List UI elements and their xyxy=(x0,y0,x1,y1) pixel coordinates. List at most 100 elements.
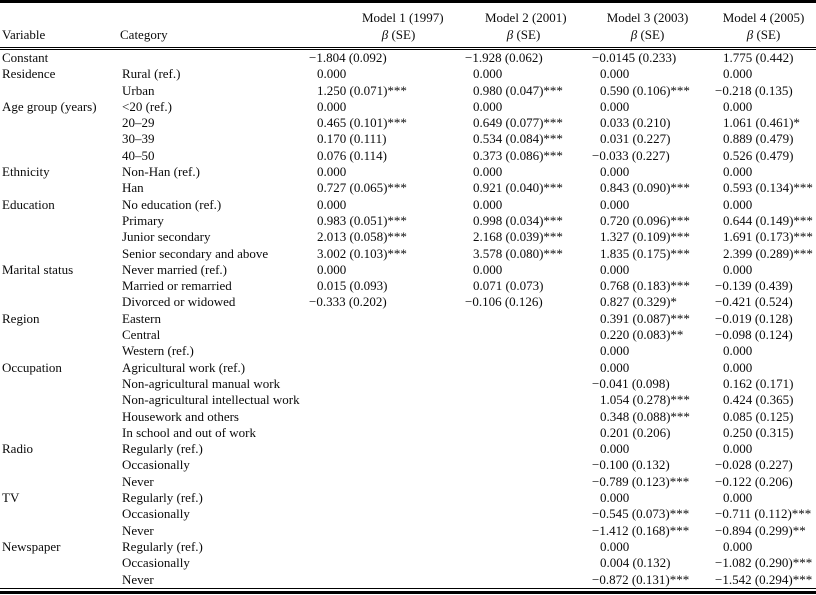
cell-model3: 1.327 (0.109)*** xyxy=(600,229,690,245)
cell-model4: −0.139 (0.439) xyxy=(715,278,793,294)
cell-model4: 0.000 xyxy=(723,359,753,375)
row-variable xyxy=(0,392,120,408)
table-row: 20–29 0.465 (0.101)*** 0.649 (0.077)*** 0.0… xyxy=(0,115,816,131)
column-header-model3: Model 3 (2003) β (SE) xyxy=(562,1,689,50)
cell-model4: 1.061 (0.461)* xyxy=(723,115,800,131)
cell-model2 xyxy=(435,555,562,571)
cell-model2: 0.071 (0.073) xyxy=(473,278,544,294)
cell-model4: 0.000 xyxy=(723,441,753,457)
table-row: Central 0.220 (0.083)** −0.098 (0.124) xyxy=(0,327,816,343)
cell-model4: 0.889 (0.479) xyxy=(723,131,794,147)
cell-model3: 0.033 (0.210) xyxy=(600,115,671,131)
row-category: No education (ref.) xyxy=(122,196,222,212)
row-variable xyxy=(0,327,120,343)
row-variable xyxy=(0,229,120,245)
model4-title: Model 4 (2005) xyxy=(722,10,805,25)
cell-model1: 0.000 xyxy=(317,66,347,82)
cell-model1: 0.000 xyxy=(317,196,347,212)
cell-model1: 0.170 (0.111) xyxy=(317,131,387,147)
row-category: Occasionally xyxy=(122,506,190,522)
cell-model1 xyxy=(308,409,435,425)
cell-model3: −1.412 (0.168)*** xyxy=(592,522,690,538)
row-category: Regularly (ref.) xyxy=(122,490,203,506)
row-category: Urban xyxy=(122,82,155,98)
cell-model2 xyxy=(435,425,562,441)
table-row: Western (ref.) 0.000 0.000 xyxy=(0,343,816,359)
cell-model3: −0.033 (0.227) xyxy=(592,147,670,163)
cell-model3: −0.0145 (0.233) xyxy=(592,50,677,65)
column-header-model2: Model 2 (2001) β (SE) xyxy=(435,1,567,50)
cell-model3: 0.000 xyxy=(600,359,630,375)
row-variable xyxy=(0,523,120,539)
row-category: Never xyxy=(122,522,154,538)
cell-model1: 0.000 xyxy=(317,164,347,180)
table-row: Occasionally −0.545 (0.073)*** −0.711 (0.1… xyxy=(0,506,816,522)
column-header-category: Category xyxy=(120,1,308,50)
row-category: Central xyxy=(122,327,161,343)
cell-model3: 0.720 (0.096)*** xyxy=(600,212,690,228)
cell-model1: 0.000 xyxy=(317,98,347,114)
model4-subtitle: β (SE) xyxy=(711,26,816,43)
table-row: Never −0.872 (0.131)*** −1.542 (0.294)*** xyxy=(0,572,816,589)
row-variable xyxy=(0,246,120,262)
cell-model4: 0.162 (0.171) xyxy=(723,375,794,391)
beta-symbol: β xyxy=(506,27,514,42)
cell-model4: 0.000 xyxy=(723,196,753,212)
row-variable xyxy=(0,180,120,196)
cell-model4: 0.250 (0.315) xyxy=(723,424,794,440)
row-variable: Region xyxy=(2,310,40,326)
table-row: Never −0.789 (0.123)*** −0.122 (0.206) xyxy=(0,474,816,490)
cell-model4: 2.399 (0.289)*** xyxy=(723,245,813,261)
cell-model4: −0.421 (0.524) xyxy=(715,294,793,310)
row-variable: TV xyxy=(2,490,20,506)
cell-model3: 0.201 (0.206) xyxy=(600,424,671,440)
cell-model2 xyxy=(435,457,562,473)
row-category: Junior secondary xyxy=(122,229,211,245)
cell-model1: 3.002 (0.103)*** xyxy=(317,245,407,261)
row-variable: Age group (years) xyxy=(2,98,97,114)
cell-model4: 0.000 xyxy=(723,343,753,359)
cell-model1: −0.333 (0.202) xyxy=(309,294,387,310)
cell-model3: 0.000 xyxy=(600,538,630,554)
cell-model4: 1.691 (0.173)*** xyxy=(723,229,813,245)
model3-subtitle: β (SE) xyxy=(606,26,689,43)
row-variable xyxy=(0,457,120,473)
table-row: Newspaper Regularly (ref.) 0.000 0.000 xyxy=(0,539,816,555)
cell-model4: −1.082 (0.290)*** xyxy=(715,555,813,571)
header-row: Variable Category Model 1 (1997) β (SE) … xyxy=(0,1,816,50)
beta-symbol: β xyxy=(746,27,754,42)
table-row: Urban 1.250 (0.071)*** 0.980 (0.047)*** 0.5… xyxy=(0,83,816,99)
cell-model3: −0.872 (0.131)*** xyxy=(592,571,690,587)
cell-model2 xyxy=(435,376,562,392)
table-row: 40–50 0.076 (0.114) 0.373 (0.086)*** −0.033… xyxy=(0,148,816,164)
cell-model3: 0.000 xyxy=(600,98,630,114)
cell-model2: 0.000 xyxy=(473,196,503,212)
row-category: Non-agricultural manual work xyxy=(122,375,281,391)
row-category: Non-agricultural intellectual work xyxy=(122,392,300,408)
beta-symbol: β xyxy=(381,27,389,42)
table-row: Non-agricultural intellectual work 1.054 … xyxy=(0,392,816,408)
table-body: Constant −1.804 (0.092) −1.928 (0.062) −0.0… xyxy=(0,49,816,589)
cell-model4: 0.000 xyxy=(723,538,753,554)
table-row: Junior secondary 2.013 (0.058)*** 2.168 (0… xyxy=(0,229,816,245)
row-category: Occasionally xyxy=(122,555,190,571)
row-category: Married or remarried xyxy=(122,278,232,294)
cell-model1 xyxy=(308,539,435,555)
row-variable xyxy=(0,425,120,441)
table-row: Residence Rural (ref.) 0.000 0.000 0.000 0.00… xyxy=(0,66,816,82)
table-row: Region Eastern 0.391 (0.087)*** −0.019 (0.1… xyxy=(0,311,816,327)
cell-model1 xyxy=(308,490,435,506)
cell-model3: 0.391 (0.087)*** xyxy=(600,310,690,326)
model2-subtitle: β (SE) xyxy=(485,26,562,43)
cell-model2: 0.000 xyxy=(473,98,503,114)
cell-model2 xyxy=(435,441,562,457)
column-header-variable: Variable xyxy=(0,1,120,50)
cell-model2 xyxy=(435,360,562,376)
cell-model4: 0.085 (0.125) xyxy=(723,408,794,424)
cell-model2 xyxy=(435,490,562,506)
table-row: Never −1.412 (0.168)*** −0.894 (0.299)** xyxy=(0,523,816,539)
cell-model3: −0.789 (0.123)*** xyxy=(592,473,690,489)
column-header-model1: Model 1 (1997) β (SE) xyxy=(308,1,444,50)
